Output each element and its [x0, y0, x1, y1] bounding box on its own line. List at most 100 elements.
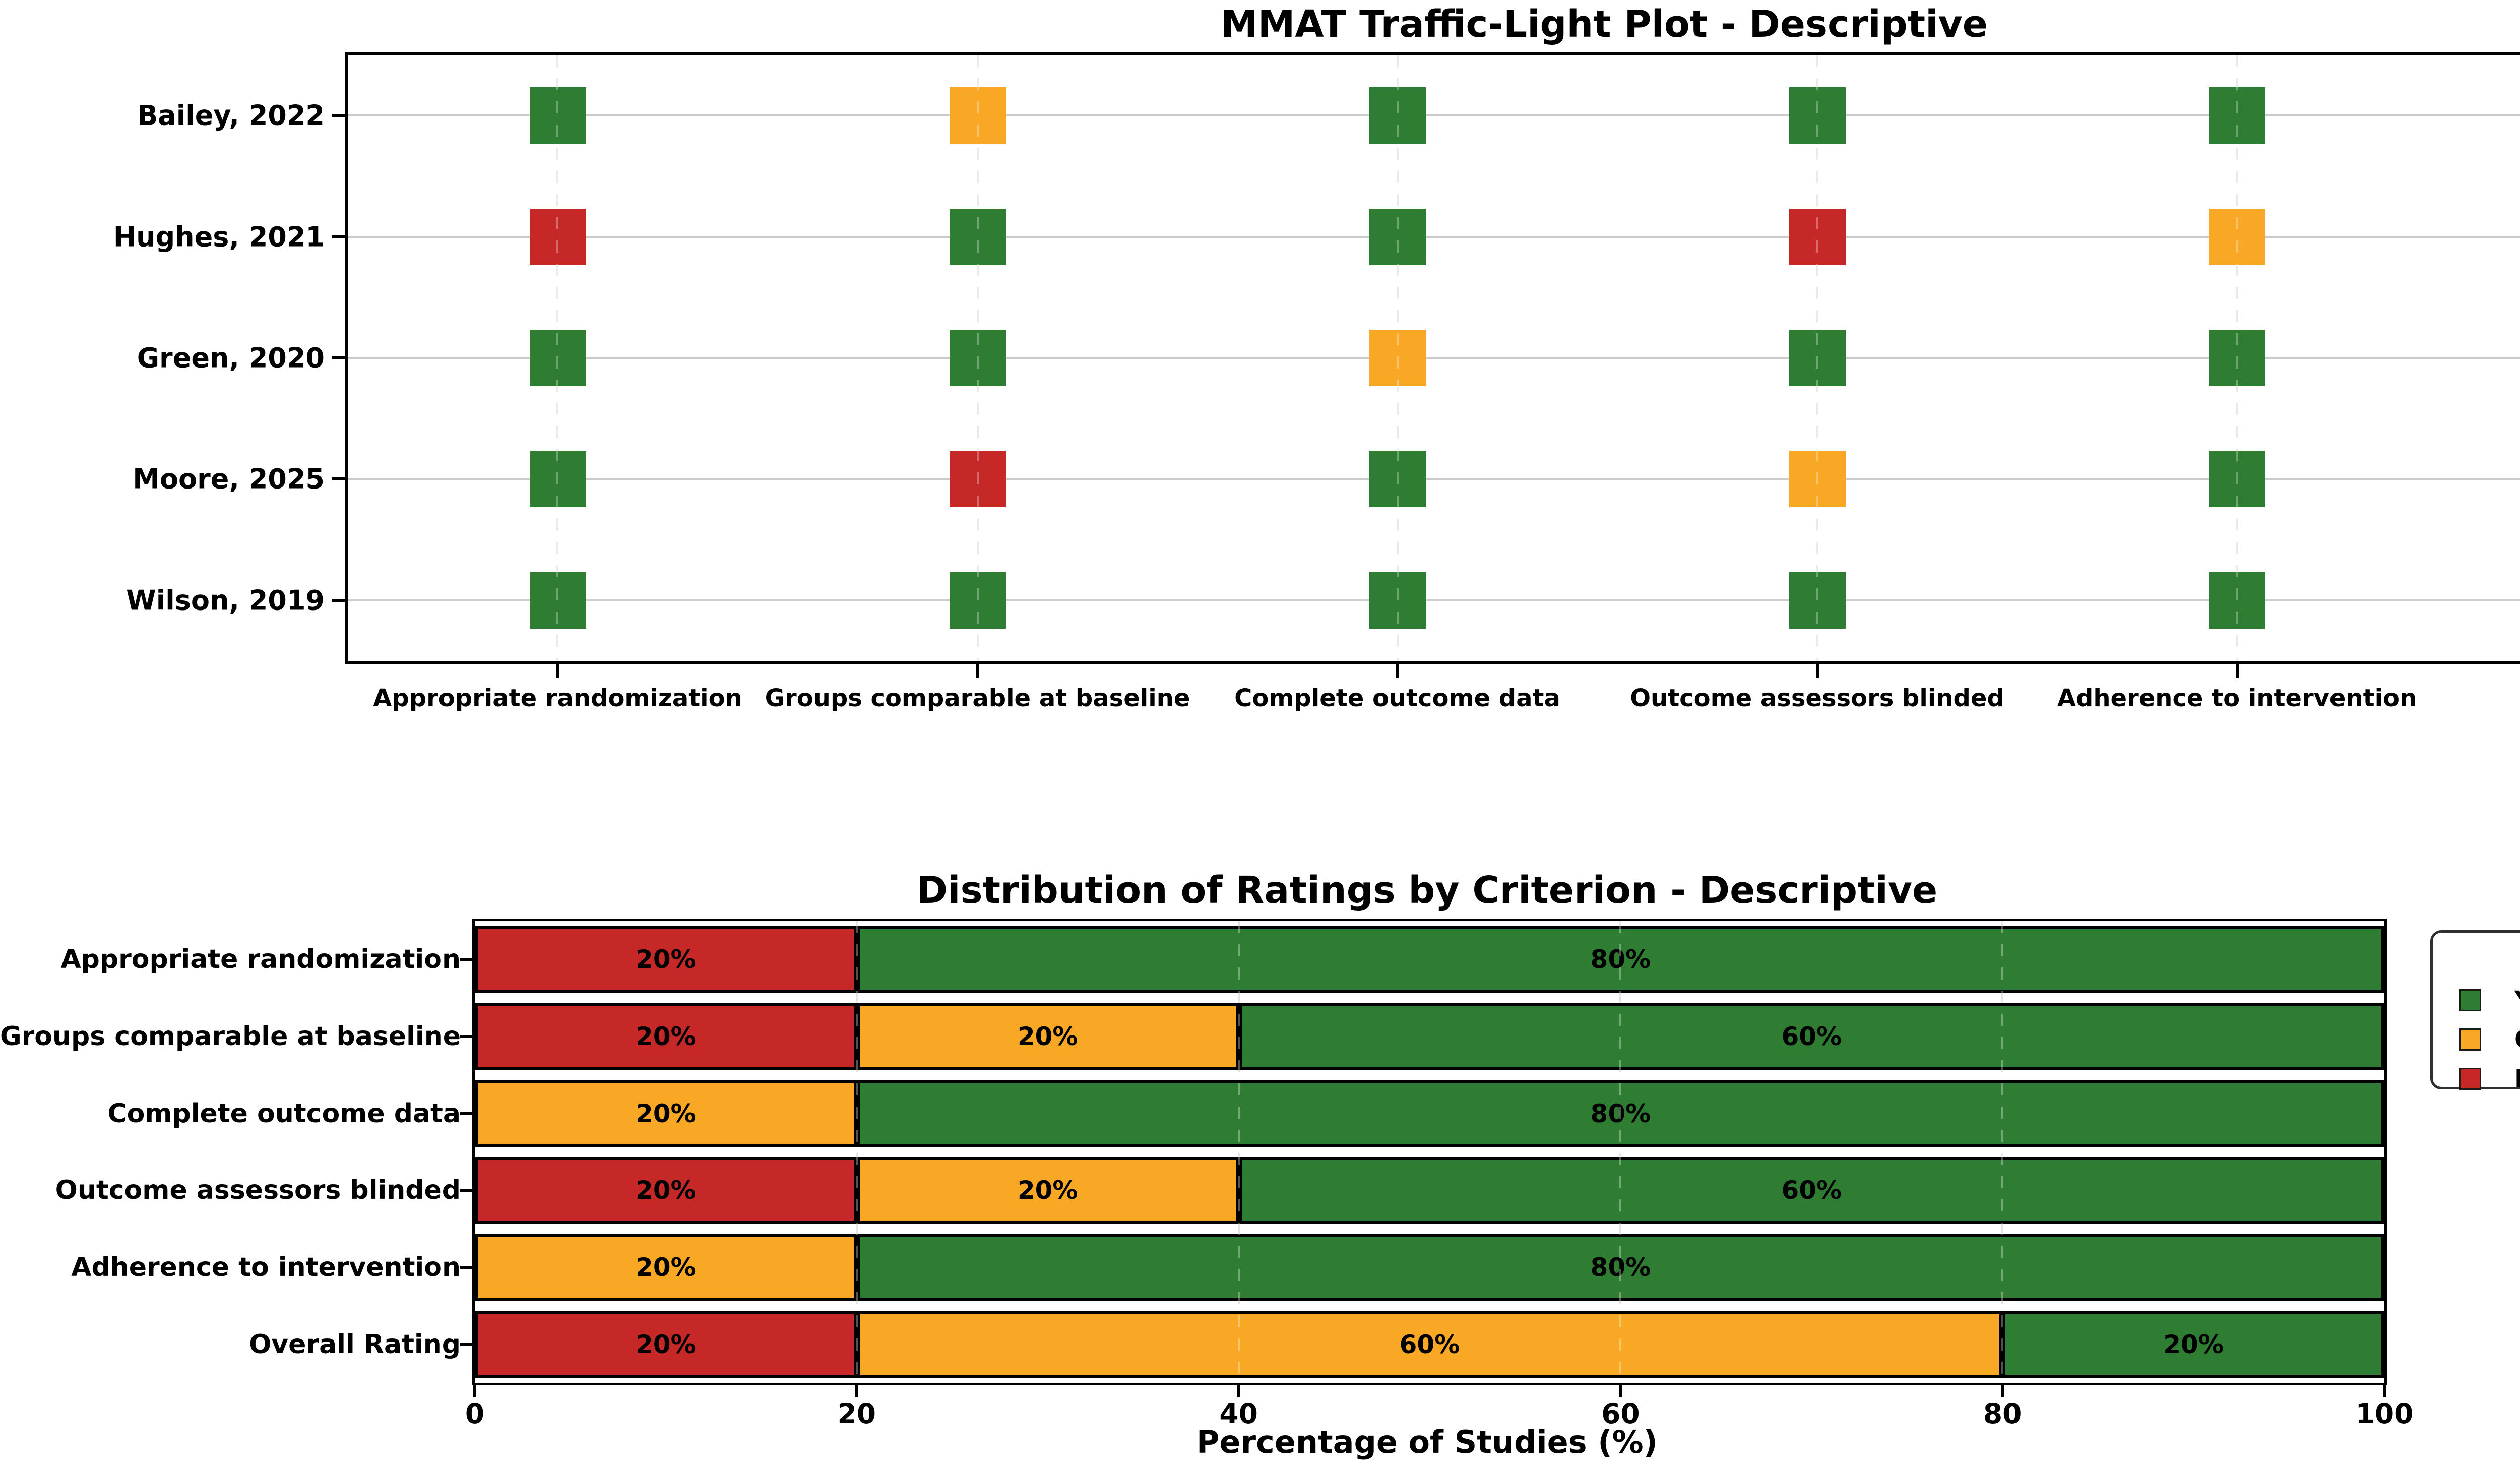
- traffic-cell: [529, 87, 586, 144]
- bar-segment: 20%: [475, 926, 857, 993]
- traffic-light-plot-area: Appropriate randomization Groups comparab…: [113, 52, 2520, 712]
- legend-entry-label: No/High Risk: [2514, 1065, 2520, 1093]
- criterion-tick-label: Appropriate randomization: [373, 684, 742, 712]
- x-tick-mark: [2235, 664, 2239, 678]
- study-tick-label: Wilson, 2019: [126, 584, 325, 617]
- category-tick-label: Outcome assessors blinded: [55, 1175, 461, 1206]
- row-gridline: [348, 478, 2520, 480]
- traffic-cell: [1789, 451, 1846, 508]
- bar-segment: 20%: [475, 1157, 857, 1224]
- x-tick-mark: [473, 1385, 476, 1397]
- bar-value-label: 80%: [1590, 1253, 1651, 1282]
- bar-segment: 20%: [856, 1157, 1239, 1224]
- bar-value-label: 20%: [636, 945, 696, 974]
- x-tick-label: 0: [465, 1397, 485, 1430]
- bar-value-label: 20%: [2163, 1329, 2224, 1359]
- y-tick-mark: [460, 1112, 472, 1115]
- study-tick-label: Hughes, 2021: [113, 221, 325, 253]
- bar-segment: 20%: [475, 1311, 857, 1378]
- y-tick-mark: [460, 1189, 472, 1192]
- y-tick-mark: [332, 235, 345, 238]
- legend-swatch-icon: [2459, 1028, 2481, 1051]
- legend-entries: Yes/Low Risk Cannot tell/Moderate Risk No/…: [2433, 986, 2520, 1093]
- x-tick-label: 20: [837, 1397, 876, 1430]
- x-tick-mark: [855, 1385, 858, 1397]
- bar-value-label: 20%: [636, 1022, 696, 1051]
- bar-value-label: 20%: [1017, 1022, 1078, 1051]
- bar-segment: 80%: [856, 1234, 2384, 1301]
- bar-segment: 60%: [1238, 1003, 2384, 1070]
- bar-segment: 20%: [475, 1003, 857, 1070]
- category-tick-label: Appropriate randomization: [60, 944, 461, 975]
- traffic-cell: [2209, 208, 2265, 265]
- bar-value-label: 80%: [1590, 945, 1651, 974]
- traffic-cell: [2209, 451, 2265, 508]
- category-tick-label: Groups comparable at baseline: [0, 1021, 461, 1052]
- x-tick-label: 60: [1601, 1397, 1640, 1430]
- y-tick-mark: [332, 356, 345, 359]
- gridline: [1619, 921, 1622, 1383]
- y-tick-mark: [332, 114, 345, 117]
- bar-segment: 20%: [2002, 1311, 2384, 1378]
- traffic-cell: [949, 451, 1006, 508]
- category-tick-label: Complete outcome data: [107, 1098, 461, 1129]
- bar-value-label: 20%: [636, 1099, 696, 1128]
- study-tick-label: Bailey, 2022: [137, 99, 325, 132]
- traffic-cell: [529, 572, 586, 629]
- y-tick-mark: [460, 1266, 472, 1269]
- legend: Criterion Risk Yes/Low Risk Cannot tell/M…: [2430, 930, 2520, 1093]
- bar-value-label: 20%: [636, 1176, 696, 1205]
- x-axis-label: Percentage of Studies (%): [1196, 1424, 1658, 1460]
- traffic-cell: [529, 208, 586, 265]
- legend-swatch-icon: [2459, 989, 2481, 1011]
- x-tick-mark: [2001, 1385, 2004, 1397]
- bar-value-label: 60%: [1781, 1022, 1842, 1051]
- bar-value-label: 60%: [1399, 1329, 1460, 1359]
- y-tick-mark: [460, 1035, 472, 1038]
- y-tick-mark: [460, 958, 472, 961]
- row-gridline: [348, 357, 2520, 359]
- x-tick-mark: [1237, 1385, 1240, 1397]
- bar-value-label: 60%: [1781, 1176, 1842, 1205]
- y-tick-mark: [460, 1343, 472, 1346]
- traffic-chart-title: MMAT Traffic-Light Plot - Descriptive: [1221, 3, 1988, 46]
- distribution-plot-area: Appropriate randomization 20% 80% Groups co…: [0, 919, 2413, 1428]
- x-tick-label: 100: [2355, 1397, 2414, 1430]
- traffic-cell: [1789, 572, 1846, 629]
- traffic-cell: [1789, 87, 1846, 144]
- legend-entry: Cannot tell/Moderate Risk: [2459, 1025, 2520, 1054]
- traffic-cell: [949, 208, 1006, 265]
- bar-segment: 20%: [475, 1080, 857, 1147]
- x-tick-mark: [556, 664, 559, 678]
- legend-swatch-icon: [2459, 1068, 2481, 1090]
- legend-entry-label: Yes/Low Risk: [2514, 986, 2520, 1014]
- traffic-cell: [1369, 451, 1426, 508]
- criterion-tick-label: Adherence to intervention: [2057, 684, 2417, 712]
- y-tick-mark: [332, 477, 345, 481]
- x-tick-mark: [1396, 664, 1399, 678]
- y-tick-mark: [332, 598, 345, 602]
- bar-value-label: 20%: [1017, 1176, 1078, 1205]
- traffic-cell: [2209, 572, 2265, 629]
- distribution-chart-title: Distribution of Ratings by Criterion - D…: [916, 869, 1938, 912]
- x-tick-mark: [976, 664, 979, 678]
- traffic-cell: [529, 330, 586, 386]
- bar-segment: 60%: [856, 1311, 2003, 1378]
- traffic-cell: [1369, 87, 1426, 144]
- traffic-cell: [1369, 208, 1426, 265]
- bar-segment: 80%: [856, 1080, 2384, 1147]
- traffic-cell: [949, 87, 1006, 144]
- x-tick-mark: [1815, 664, 1819, 678]
- legend-entry-label: Cannot tell/Moderate Risk: [2514, 1025, 2520, 1054]
- gridline: [1237, 921, 1240, 1383]
- criterion-tick-label: Groups comparable at baseline: [765, 684, 1190, 712]
- legend-title: Criterion Risk: [2433, 942, 2520, 975]
- criterion-tick-label: Complete outcome data: [1234, 684, 1560, 712]
- row-gridline: [348, 599, 2520, 601]
- category-tick-label: Overall Rating: [249, 1329, 461, 1360]
- traffic-cell: [1789, 208, 1846, 265]
- traffic-cell: [2209, 87, 2265, 144]
- bar-value-label: 80%: [1590, 1099, 1651, 1128]
- x-tick-mark: [1619, 1385, 1622, 1397]
